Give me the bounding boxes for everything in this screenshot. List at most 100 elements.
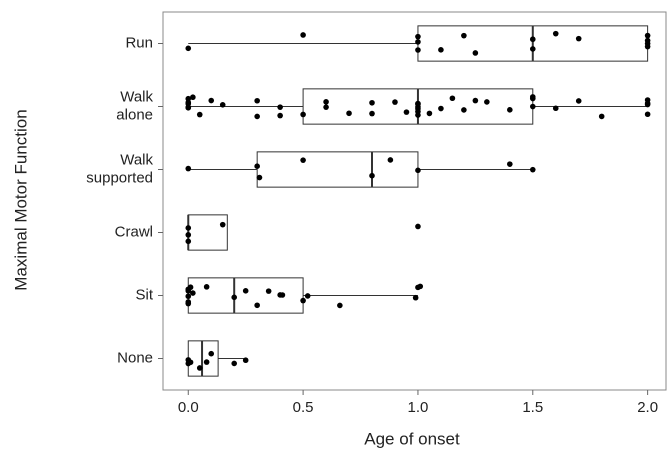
point xyxy=(196,111,203,118)
point xyxy=(208,97,215,104)
point xyxy=(277,104,283,110)
point xyxy=(415,167,421,174)
y-axis-label: Maximal Motor Function xyxy=(11,109,30,290)
point xyxy=(644,111,651,118)
point xyxy=(552,105,559,112)
x-tick-label: 2.0 xyxy=(637,399,658,416)
point xyxy=(529,36,536,43)
y-tick-label-line: Sit xyxy=(135,286,153,303)
y-tick-label-line: Walk xyxy=(120,88,153,105)
point xyxy=(438,105,444,112)
point xyxy=(300,111,306,118)
point xyxy=(529,46,536,52)
point xyxy=(256,174,263,181)
y-tick-label-line: Run xyxy=(125,34,153,51)
point xyxy=(644,100,651,107)
point xyxy=(575,35,582,42)
point xyxy=(417,283,424,290)
point xyxy=(219,102,226,108)
y-tick-label: Walk alone xyxy=(116,88,153,123)
point xyxy=(185,232,192,238)
y-tick-label: Run xyxy=(125,34,153,51)
point xyxy=(449,95,456,102)
point xyxy=(231,294,238,301)
y-tick-label: None xyxy=(117,349,153,366)
box xyxy=(187,340,219,377)
point xyxy=(185,45,192,52)
point xyxy=(231,360,238,367)
y-tick-label-line: Walk xyxy=(120,151,153,168)
point xyxy=(403,109,410,115)
x-tick-label: 0.0 xyxy=(178,399,199,416)
y-tick-label-line: None xyxy=(117,349,153,366)
box xyxy=(187,277,304,314)
point xyxy=(415,47,421,53)
point xyxy=(598,113,605,120)
point xyxy=(472,97,479,104)
point xyxy=(415,100,421,107)
box xyxy=(256,151,419,188)
y-tick-label-line: supported xyxy=(86,169,153,186)
point xyxy=(644,37,651,44)
plot-frame xyxy=(162,11,667,391)
point xyxy=(415,112,421,118)
x-tick-label: 0.5 xyxy=(293,399,314,416)
y-tick-label: Sit xyxy=(135,286,153,303)
point xyxy=(507,161,513,167)
point xyxy=(185,104,192,111)
point xyxy=(300,157,306,163)
point xyxy=(529,103,536,110)
x-axis-label: Age of onset xyxy=(364,429,460,448)
point xyxy=(277,112,283,119)
point xyxy=(304,293,311,299)
point xyxy=(254,97,260,104)
point xyxy=(219,221,226,228)
point xyxy=(254,163,260,170)
point xyxy=(529,166,536,173)
point xyxy=(185,238,192,245)
point xyxy=(337,302,343,309)
point xyxy=(369,110,375,117)
point xyxy=(323,99,329,105)
point xyxy=(392,99,398,105)
point xyxy=(415,105,421,112)
point xyxy=(185,300,192,307)
point xyxy=(438,47,444,53)
y-tick-label-line: alone xyxy=(116,106,153,123)
point xyxy=(279,292,286,298)
box xyxy=(187,214,228,251)
point xyxy=(507,107,513,113)
y-tick-label-line: Crawl xyxy=(115,223,153,240)
point xyxy=(412,294,419,301)
point xyxy=(265,288,272,294)
y-tick-label: Crawl xyxy=(115,223,153,240)
point xyxy=(300,297,306,304)
point xyxy=(187,359,194,366)
point xyxy=(323,104,329,110)
point xyxy=(254,113,260,120)
point xyxy=(300,32,306,38)
point xyxy=(187,284,194,291)
point xyxy=(196,365,203,371)
point xyxy=(644,32,651,39)
point xyxy=(185,165,192,172)
point xyxy=(415,39,421,45)
point xyxy=(242,288,249,294)
point xyxy=(190,290,196,296)
point xyxy=(242,357,249,364)
point xyxy=(208,350,215,357)
point xyxy=(190,94,196,101)
point xyxy=(185,293,192,300)
point xyxy=(185,95,192,102)
x-tick-label: 1.5 xyxy=(522,399,543,416)
point xyxy=(461,107,467,113)
point xyxy=(203,284,210,290)
point xyxy=(346,110,352,117)
point xyxy=(575,98,582,104)
point xyxy=(254,302,260,309)
point xyxy=(484,99,490,105)
point xyxy=(552,30,559,37)
point xyxy=(529,95,536,102)
